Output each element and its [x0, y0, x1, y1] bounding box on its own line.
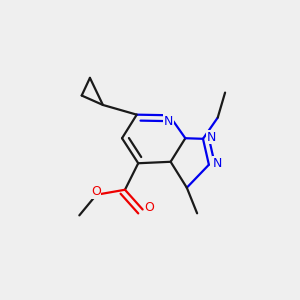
Text: O: O [91, 185, 101, 198]
Text: O: O [144, 201, 154, 214]
Text: N: N [213, 157, 222, 170]
Text: N: N [206, 131, 216, 144]
Text: N: N [164, 115, 173, 128]
